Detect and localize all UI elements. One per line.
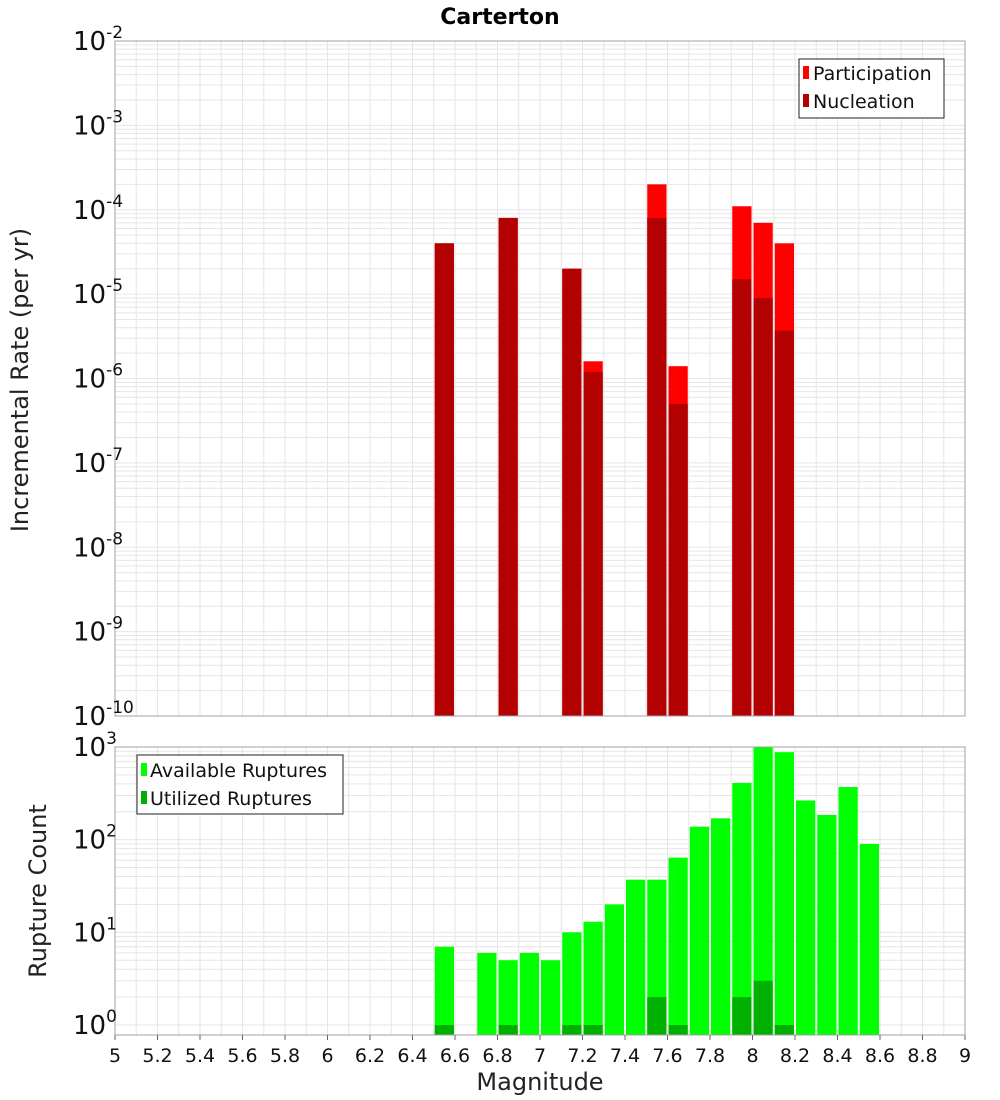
- y-tick-label: 10-5: [73, 276, 123, 310]
- y-tick-label: 10-7: [73, 445, 123, 479]
- y-tick-label: 10-2: [73, 23, 123, 57]
- bar-available-ruptures: [774, 752, 794, 1035]
- bar-utilized-ruptures: [753, 980, 773, 1035]
- bar-utilized-ruptures: [732, 997, 752, 1035]
- y-tick-label: 10-9: [73, 614, 123, 648]
- y-tick-label: 102: [73, 822, 117, 856]
- bar-utilized-ruptures: [774, 1025, 794, 1035]
- x-tick-label: 9: [959, 1045, 971, 1067]
- legend-swatch-utilized: [141, 791, 147, 804]
- bar-available-ruptures: [859, 843, 879, 1035]
- bar-nucleation: [583, 371, 603, 716]
- bar-available-ruptures: [668, 857, 688, 1035]
- bar-nucleation: [774, 330, 794, 716]
- bar-utilized-ruptures: [583, 1025, 603, 1035]
- y-tick-label: 100: [73, 1007, 117, 1041]
- bar-available-ruptures: [562, 932, 582, 1035]
- bar-available-ruptures: [519, 952, 539, 1035]
- bar-available-ruptures: [498, 960, 518, 1035]
- bar-nucleation: [732, 279, 752, 716]
- y-tick-label: 10-6: [73, 361, 123, 395]
- y-tick-label: 101: [73, 914, 117, 948]
- bar-nucleation: [498, 217, 518, 716]
- top-y-tick-labels: 10-10 10-9 10-8 10-7 10-6 10-5 10-4 10-3 10-2: [73, 23, 134, 732]
- bar-available-ruptures: [647, 879, 667, 1035]
- legend-label-nucleation: Nucleation: [813, 91, 915, 113]
- x-tick-label: 8.8: [907, 1045, 937, 1067]
- bar-utilized-ruptures: [668, 1025, 688, 1035]
- x-tick-label: 8.2: [780, 1045, 810, 1067]
- y-tick-label: 10-8: [73, 529, 123, 563]
- x-tick-label: 6.4: [397, 1045, 427, 1067]
- bar-available-ruptures: [732, 782, 752, 1035]
- x-tick-label: 6.2: [355, 1045, 385, 1067]
- x-tick-label: 7.6: [652, 1045, 682, 1067]
- x-tick-labels: 5 5.2 5.4 5.6 5.8 6 6.2 6.4 6.6 6.8 7 7.2 7.4 7.6 7.8 8…: [109, 1035, 971, 1067]
- bottom-legend: Available Ruptures Utilized Ruptures: [136, 754, 344, 815]
- x-axis-label: Magnitude: [476, 1068, 603, 1096]
- bottom-plot-bars: [434, 747, 879, 1035]
- bar-available-ruptures: [689, 826, 709, 1035]
- legend-swatch-participation: [803, 66, 809, 79]
- bar-available-ruptures: [434, 946, 454, 1035]
- bar-utilized-ruptures: [647, 997, 667, 1035]
- x-tick-label: 6.6: [440, 1045, 470, 1067]
- bar-available-ruptures: [838, 787, 858, 1035]
- bar-available-ruptures: [477, 952, 497, 1035]
- x-tick-label: 8.4: [822, 1045, 852, 1067]
- x-tick-label: 5.6: [227, 1045, 257, 1067]
- top-plot-bars: [434, 184, 794, 717]
- bottom-legend-box: [136, 754, 344, 815]
- x-tick-label: 7.2: [567, 1045, 597, 1067]
- x-tick-label: 8: [746, 1045, 758, 1067]
- legend-swatch-nucleation: [803, 94, 809, 107]
- legend-swatch-available: [141, 763, 147, 776]
- bar-available-ruptures: [711, 818, 731, 1035]
- bottom-y-axis-label: Rupture Count: [24, 804, 52, 978]
- x-tick-label: 7.8: [695, 1045, 725, 1067]
- bar-utilized-ruptures: [434, 1025, 454, 1035]
- bar-available-ruptures: [796, 800, 816, 1035]
- x-tick-label: 5: [109, 1045, 121, 1067]
- bar-nucleation: [434, 243, 454, 717]
- bar-available-ruptures: [541, 960, 561, 1035]
- top-plot-grid: [114, 41, 966, 717]
- x-tick-label: 7: [534, 1045, 546, 1067]
- y-tick-label: 10-4: [73, 192, 123, 226]
- bottom-y-tick-labels: 100 101 102 103: [73, 729, 117, 1041]
- bar-available-ruptures: [583, 921, 603, 1035]
- y-tick-label: 10-10: [73, 698, 134, 732]
- y-tick-label: 10-3: [73, 107, 123, 141]
- x-tick-label: 6.8: [482, 1045, 512, 1067]
- legend-label-participation: Participation: [813, 63, 932, 85]
- top-y-axis-label: Incremental Rate (per yr): [6, 228, 34, 532]
- top-legend: Participation Nucleation: [798, 58, 945, 119]
- bar-nucleation: [647, 217, 667, 716]
- bar-nucleation: [753, 297, 773, 716]
- legend-label-utilized: Utilized Ruptures: [150, 788, 312, 810]
- x-tick-label: 5.8: [270, 1045, 300, 1067]
- bar-nucleation: [668, 403, 688, 716]
- y-tick-label: 103: [73, 729, 117, 763]
- top-plot-frame: [114, 40, 966, 717]
- x-tick-label: 5.2: [142, 1045, 172, 1067]
- x-tick-label: 6: [321, 1045, 333, 1067]
- bar-available-ruptures: [604, 904, 624, 1035]
- legend-label-available: Available Ruptures: [150, 760, 327, 782]
- chart-title: Carterton: [440, 5, 559, 30]
- bar-available-ruptures: [753, 747, 773, 1035]
- bar-utilized-ruptures: [562, 1025, 582, 1035]
- bar-available-ruptures: [626, 879, 646, 1035]
- x-tick-label: 7.4: [610, 1045, 640, 1067]
- bar-nucleation: [562, 268, 582, 716]
- x-tick-label: 8.6: [865, 1045, 895, 1067]
- top-legend-box: [798, 58, 945, 119]
- bar-utilized-ruptures: [498, 1025, 518, 1035]
- bar-available-ruptures: [817, 814, 837, 1035]
- x-tick-label: 5.4: [185, 1045, 215, 1067]
